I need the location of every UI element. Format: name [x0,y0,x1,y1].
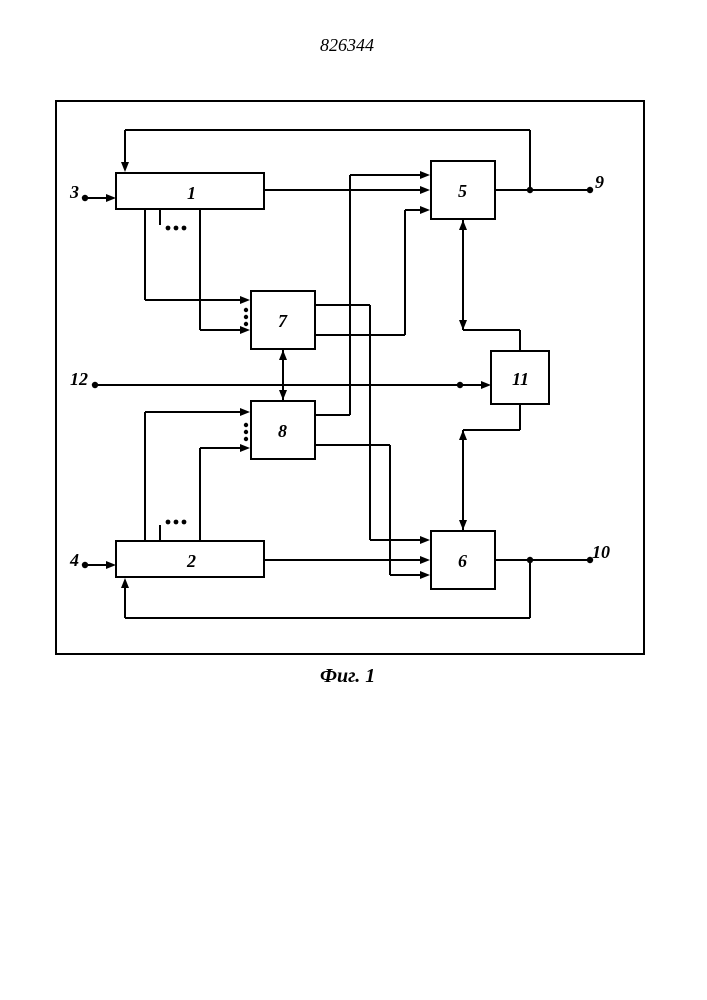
wiring-svg [0,0,707,1000]
page: 826344 1 2 5 6 7 8 11 3 4 9 10 12 Фиг. 1 [0,0,707,1000]
